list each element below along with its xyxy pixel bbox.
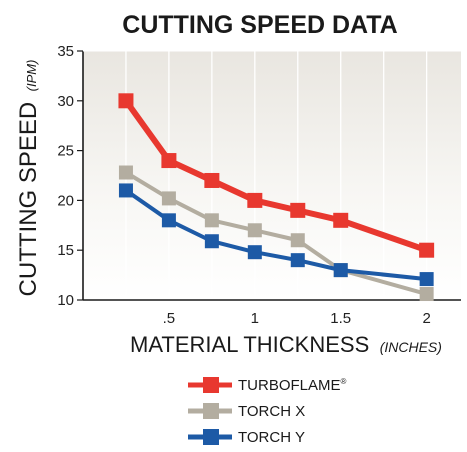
x-tick-labels: .5 1 1.5 2 bbox=[163, 310, 431, 327]
y-axis-title: CUTTING SPEED (IPM) bbox=[15, 60, 42, 297]
data-point bbox=[247, 245, 262, 260]
x-tick-label: .5 bbox=[163, 310, 176, 327]
y-tick-label: 10 bbox=[57, 292, 74, 309]
x-axis-unit: (INCHES) bbox=[380, 339, 442, 355]
svg-text:CUTTING SPEED (IPM): CUTTING SPEED (IPM) bbox=[15, 60, 42, 297]
data-point bbox=[118, 183, 133, 198]
series-turboflame bbox=[118, 93, 435, 258]
x-axis-label: MATERIAL THICKNESS bbox=[130, 332, 369, 357]
axes bbox=[82, 50, 461, 301]
data-point bbox=[247, 223, 262, 238]
y-axis-label: CUTTING SPEED bbox=[15, 102, 42, 297]
x-axis-title: MATERIAL THICKNESS (INCHES) bbox=[130, 332, 442, 357]
legend-marker bbox=[203, 429, 219, 445]
y-tick-label: 20 bbox=[57, 192, 74, 209]
legend-label: TURBOFLAME® bbox=[238, 377, 347, 394]
chart-title: CUTTING SPEED DATA bbox=[122, 11, 397, 39]
data-point bbox=[419, 287, 434, 302]
legend-item: TORCH X bbox=[188, 403, 305, 420]
legend-label: TORCH X bbox=[238, 403, 305, 420]
plot-area bbox=[83, 51, 461, 300]
x-tick-label: 2 bbox=[422, 310, 430, 327]
legend-marker bbox=[203, 403, 219, 419]
registered-mark: ® bbox=[341, 377, 347, 386]
y-tick-label: 30 bbox=[57, 93, 74, 110]
data-point bbox=[290, 202, 306, 218]
x-tick-label: 1.5 bbox=[330, 310, 351, 327]
data-point bbox=[419, 242, 435, 258]
data-point bbox=[247, 192, 263, 208]
legend-item: TURBOFLAME® bbox=[188, 377, 347, 394]
y-tick-label: 15 bbox=[57, 242, 74, 259]
data-point bbox=[161, 153, 177, 169]
y-tick-label: 25 bbox=[57, 143, 74, 160]
y-tick-label: 35 bbox=[57, 43, 74, 60]
data-point bbox=[161, 191, 176, 206]
data-point bbox=[118, 165, 133, 180]
x-tick-label: 1 bbox=[251, 310, 259, 327]
data-point bbox=[290, 253, 305, 268]
series-torch-y bbox=[118, 183, 434, 287]
data-point bbox=[333, 212, 349, 228]
y-axis-unit: (IPM) bbox=[24, 60, 39, 92]
data-point bbox=[161, 213, 176, 228]
data-point bbox=[290, 233, 305, 248]
legend-label: TORCH Y bbox=[238, 429, 305, 446]
legend-item: TORCH Y bbox=[188, 429, 305, 446]
data-point bbox=[333, 263, 348, 278]
legend-marker bbox=[203, 377, 219, 393]
data-point bbox=[204, 234, 219, 249]
data-point bbox=[419, 272, 434, 287]
legend: TURBOFLAME® TORCH X TORCH Y bbox=[188, 377, 347, 446]
data-point bbox=[204, 213, 219, 228]
data-point bbox=[118, 93, 134, 109]
data-point bbox=[204, 172, 220, 188]
series-layer bbox=[118, 93, 435, 302]
y-tick-labels: 10 15 20 25 30 35 bbox=[57, 43, 83, 309]
